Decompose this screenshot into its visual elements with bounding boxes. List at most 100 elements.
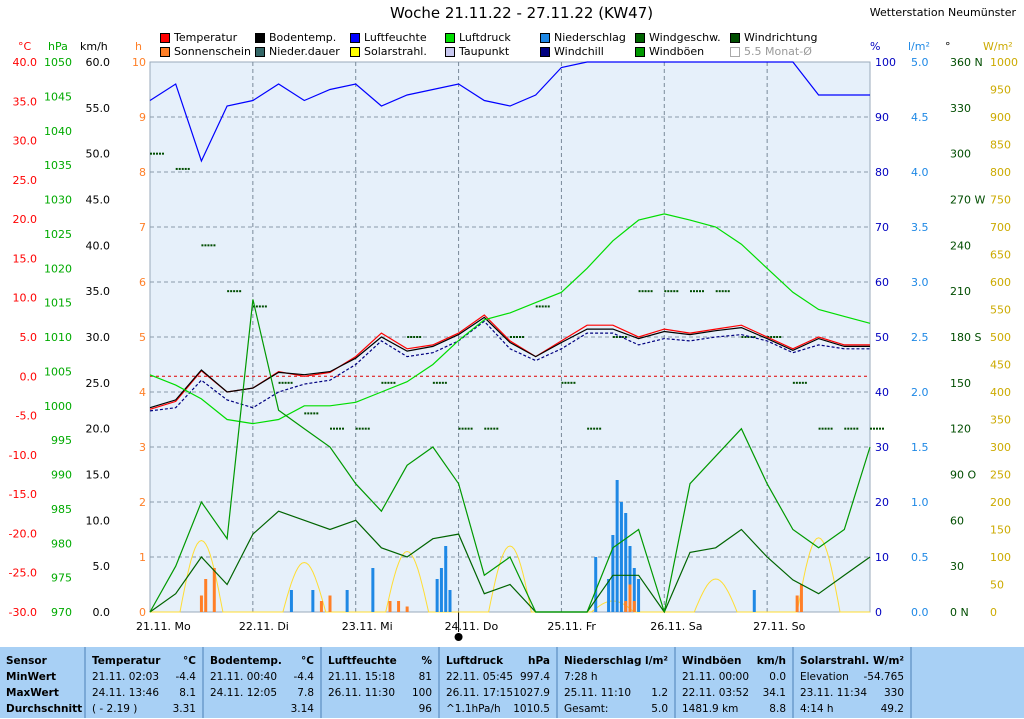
legend-item-5-5-monat-: 5.5 Monat-Ø: [730, 45, 812, 58]
wind-dir-point: [624, 336, 627, 338]
wind-dir-point: [879, 427, 881, 430]
wind-dir-point: [336, 427, 338, 430]
wind-dir-point: [467, 427, 470, 430]
temp-axis-tick: -15.0: [9, 488, 37, 501]
wind-dir-point: [615, 336, 618, 338]
wind-dir-point: [432, 381, 435, 384]
dir-axis-tick: 180 S: [950, 331, 981, 344]
bar-sonnenschein: [319, 601, 323, 612]
hours-axis-tick: 10: [132, 56, 146, 69]
pressure-axis-tick: 1035: [44, 159, 72, 172]
pressure-axis-tick: 1000: [44, 400, 72, 413]
legend-label: Windrichtung: [744, 31, 818, 44]
humidity-axis-tick: 90: [875, 111, 889, 124]
wind-dir-point: [387, 381, 390, 384]
stats-panel-header: Bodentemp. °C: [210, 655, 314, 667]
stats-table: Sensor MinWert MaxWert Durchschnitt Temperat…: [0, 647, 1024, 718]
stats-value-row: Gesamt: 5.0: [564, 703, 668, 715]
wind-dir-point: [367, 427, 370, 430]
legend-swatch: [160, 46, 170, 57]
wind-dir-point: [364, 427, 367, 430]
bar-niederschlag: [289, 590, 293, 612]
wind-dir-point: [355, 427, 358, 430]
wind-dir-point: [779, 336, 782, 338]
wind-dir-point: [381, 381, 384, 384]
solar-axis-tick: 950: [990, 84, 1011, 97]
stats-value-row: 23.11. 11:34 330: [800, 687, 904, 699]
legend-item-sonnenschein: Sonnenschein: [160, 45, 251, 58]
wind-dir-point: [873, 427, 875, 430]
wind-dir-point: [612, 336, 615, 338]
stats-panel-header: Luftfeuchte%: [328, 655, 432, 667]
wind-dir-point: [313, 412, 316, 415]
legend-item-solarstrahl-: Solarstrahl.: [350, 45, 427, 58]
wind-dir-point: [541, 305, 544, 308]
hours-axis-tick: 9: [139, 111, 146, 124]
wind-dir-point: [156, 152, 158, 155]
stats-value-row: 21.11. 00:40 -4.4: [210, 671, 314, 683]
wind-dir-point: [438, 381, 441, 384]
temp-axis-tick: -30.0: [9, 606, 37, 619]
hours-axis-tick: 5: [139, 331, 146, 344]
wind-axis-tick: 15.0: [86, 469, 111, 482]
dir-axis-tick: 90 O: [950, 469, 976, 482]
legend-item-taupunkt: Taupunkt: [445, 45, 509, 58]
bar-niederschlag: [444, 546, 448, 612]
bar-niederschlag: [448, 590, 452, 612]
wind-dir-point: [310, 412, 313, 415]
stats-value-row: 26.11. 11:30 100: [328, 687, 432, 699]
wind-dir-point: [210, 244, 213, 247]
wind-axis-tick: 30.0: [86, 331, 111, 344]
wind-dir-point: [821, 427, 824, 430]
legend-swatch: [255, 46, 265, 57]
stats-value-row: 22.11. 03:52 34.1: [682, 687, 786, 699]
bar-niederschlag: [435, 579, 439, 612]
wind-dir-point: [776, 336, 779, 338]
wind-dir-point: [261, 305, 264, 308]
wind-dir-point: [801, 381, 804, 384]
wind-dir-point: [410, 336, 413, 338]
legend-swatch: [635, 32, 645, 43]
wind-dir-point: [702, 290, 704, 293]
stats-value-row: Elevation -54.765: [800, 671, 904, 683]
wind-dir-point: [330, 427, 332, 430]
wind-dir-point: [641, 290, 644, 293]
stats-labels: Sensor MinWert MaxWert Durchschnitt: [0, 647, 86, 718]
wind-dir-point: [547, 305, 550, 308]
hours-axis-tick: 7: [139, 221, 146, 234]
stats-row-label: Sensor: [6, 655, 47, 667]
wind-dir-point: [690, 290, 692, 293]
wind-dir-point: [175, 167, 178, 170]
wind-dir-point: [384, 381, 387, 384]
legend-swatch: [540, 46, 550, 57]
rain-axis-tick: 0.5: [911, 551, 929, 564]
solar-axis-tick: 450: [990, 359, 1011, 372]
stats-value-row: 26.11. 17:15 1027.9: [446, 687, 550, 699]
wind-dir-point: [419, 336, 422, 338]
stats-value-row: 96: [418, 703, 432, 715]
legend-item-temperatur: Temperatur: [160, 31, 237, 44]
temp-axis-tick: 10.0: [13, 292, 38, 305]
wind-dir-point: [441, 381, 444, 384]
stats-panel-niederschlag: Niederschlag l/m² 7:28 h 25.11. 11:10 1.2 Ges…: [558, 647, 676, 718]
rain-axis-tick: 4.5: [911, 111, 929, 124]
pressure-axis-tick: 970: [51, 606, 72, 619]
wind-dir-point: [741, 336, 744, 338]
legend-item-windrichtung: Windrichtung: [730, 31, 817, 44]
bar-niederschlag: [615, 480, 619, 612]
dir-axis-tick: 270 W: [950, 194, 985, 207]
stats-value-row: ^1.1hPa/h 1010.5: [446, 703, 550, 715]
stats-panel-temperatur: Temperatur °C 21.11. 02:03 -4.4 24.11. 13:46…: [86, 647, 204, 718]
legend-item-bodentemp-: Bodentemp.: [255, 31, 336, 44]
wind-dir-point: [361, 427, 364, 430]
wind-axis-tick: 10.0: [86, 514, 111, 527]
wind-dir-point: [516, 336, 518, 338]
wind-dir-point: [818, 427, 821, 430]
legend-item-luftfeuchte: Luftfeuchte: [350, 31, 427, 44]
stats-panel-bodentemp-: Bodentemp. °C 21.11. 00:40 -4.4 24.11. 12:05…: [204, 647, 322, 718]
wind-dir-point: [770, 336, 773, 338]
stats-value-row: 24.11. 12:05 7.8: [210, 687, 314, 699]
wind-dir-point: [435, 381, 438, 384]
wind-dir-point: [178, 167, 181, 170]
bar-sonnenschein: [624, 601, 628, 612]
